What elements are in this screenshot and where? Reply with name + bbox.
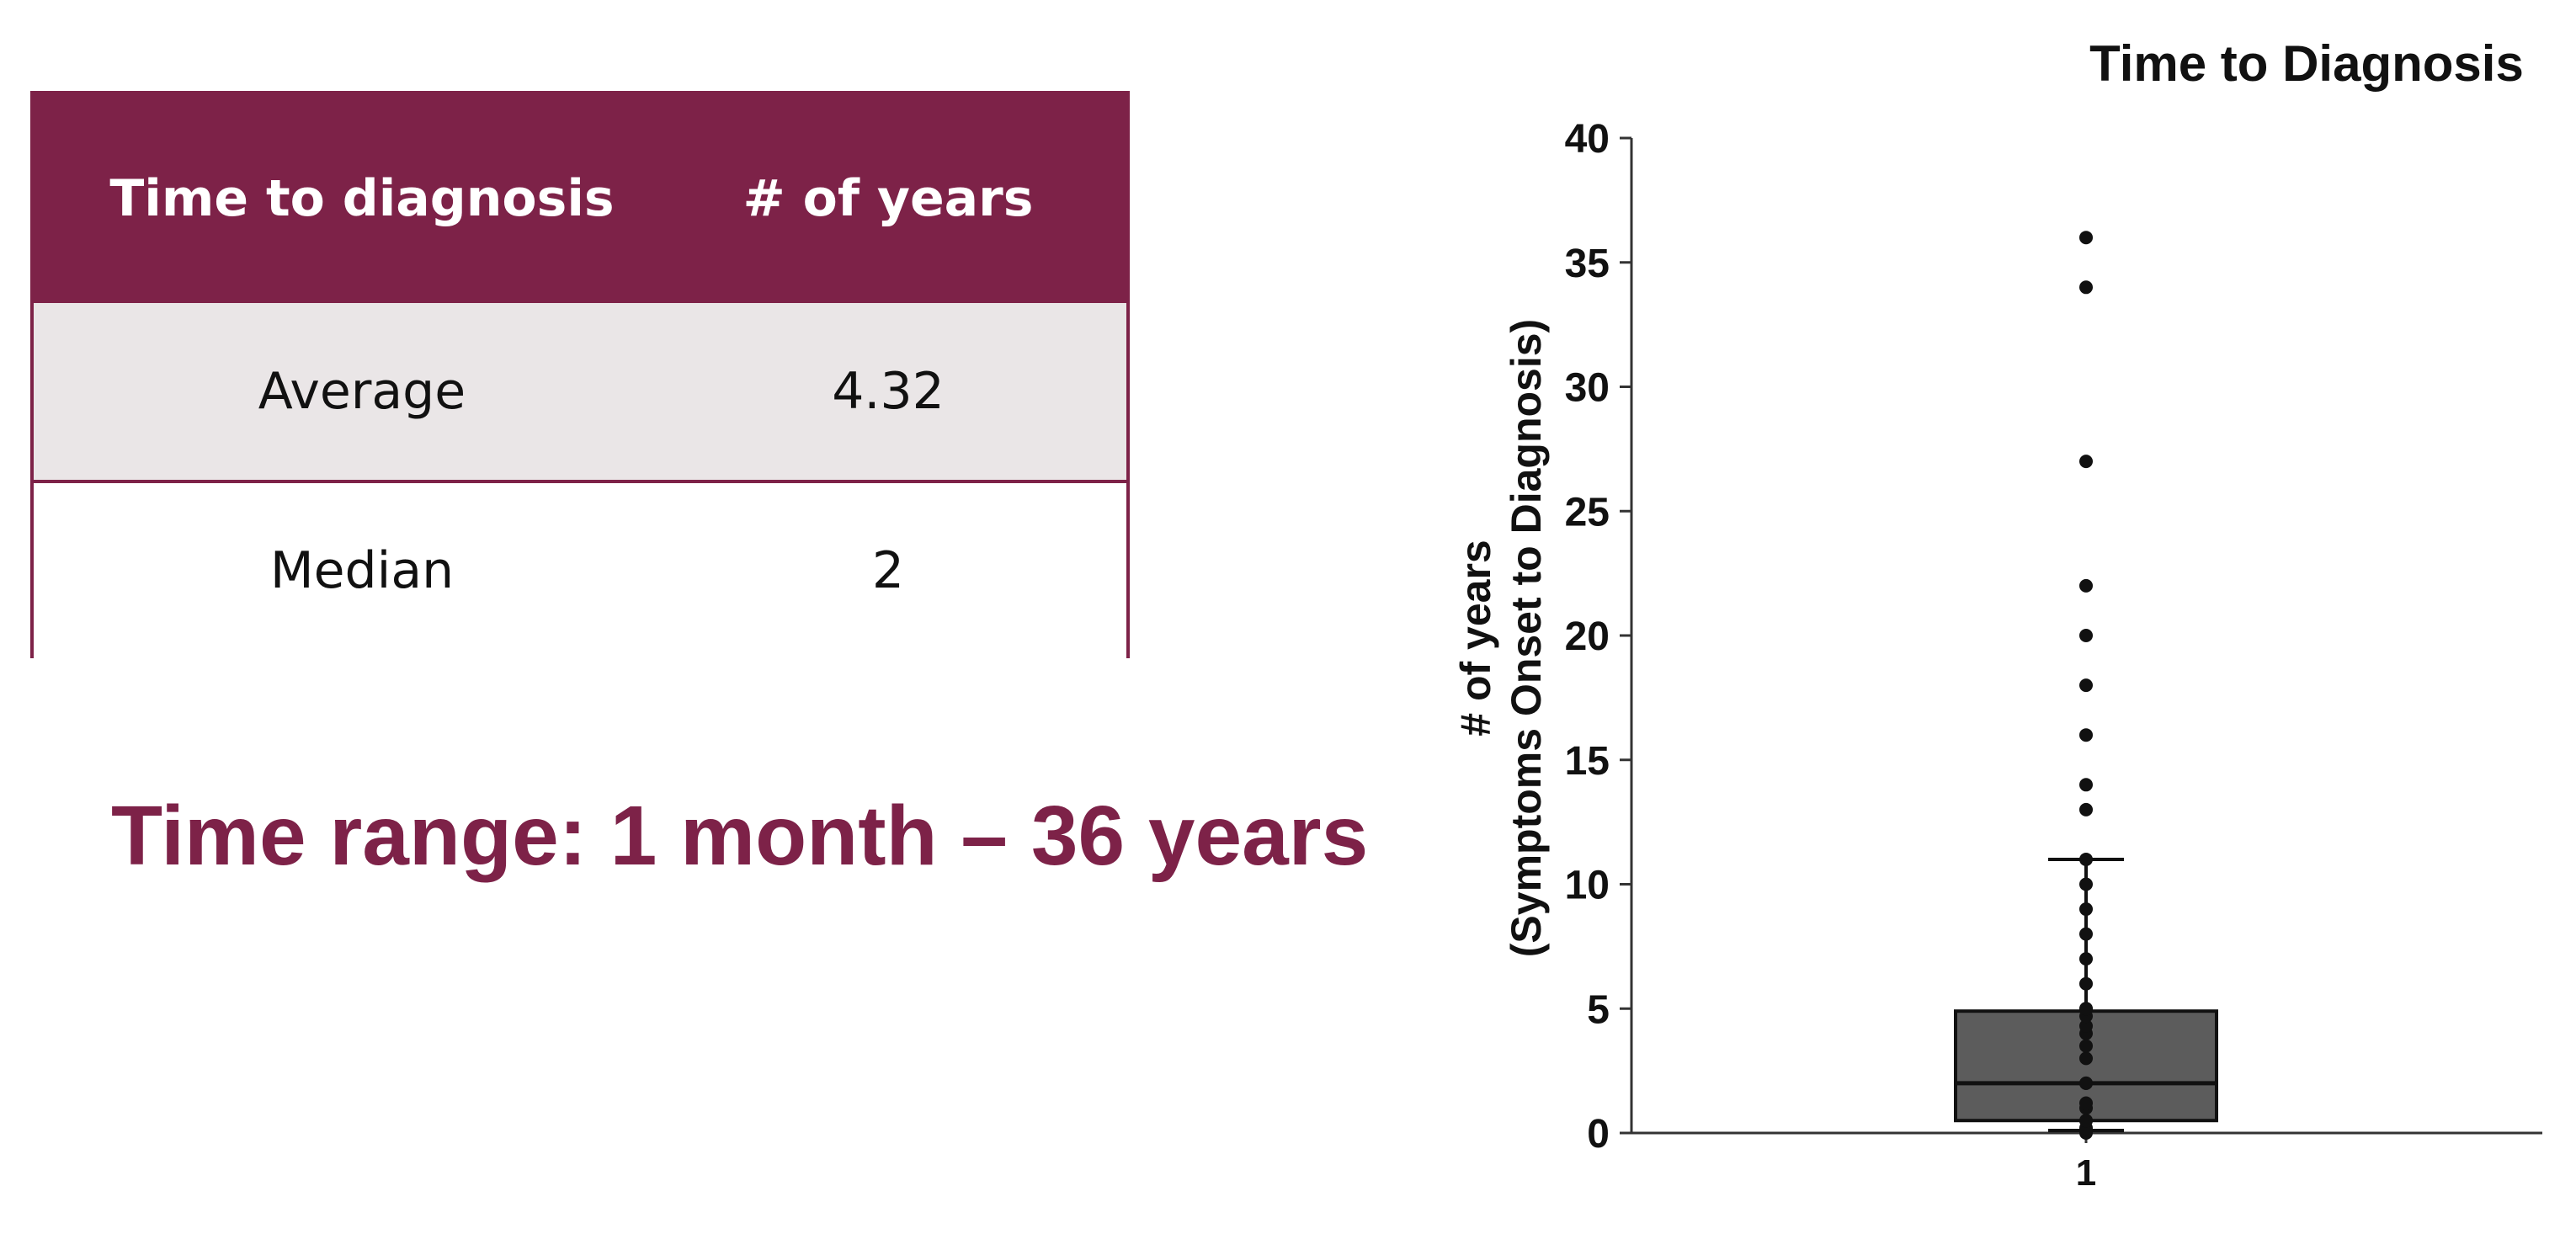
- data-point: [2079, 231, 2093, 245]
- chart-marks: [1954, 231, 2218, 1140]
- table-row: Average 4.32: [34, 303, 1126, 483]
- data-point: [2079, 629, 2093, 642]
- data-point: [2079, 1051, 2093, 1066]
- y-tick-label: 20: [1565, 614, 1610, 659]
- data-point: [2079, 1019, 2093, 1033]
- y-tick-label: 10: [1565, 864, 1610, 908]
- y-axis-label-line2: (Symptoms Onset to Diagnosis): [1503, 319, 1550, 957]
- time-range-text: Time range: 1 month – 36 years: [111, 789, 1369, 883]
- data-point: [2079, 952, 2093, 966]
- data-point: [2079, 1039, 2093, 1053]
- y-tick-label: 0: [1587, 1112, 1610, 1157]
- data-point: [2079, 852, 2093, 866]
- y-tick-label: 5: [1587, 987, 1610, 1032]
- data-point: [2079, 455, 2093, 469]
- y-axis-label-line1: # of years: [1452, 540, 1499, 736]
- row-label-median: Median: [269, 541, 455, 600]
- data-point: [2079, 902, 2093, 917]
- header-years: # of years: [742, 169, 1034, 228]
- data-point: [2079, 1076, 2093, 1090]
- row-label-average: Average: [258, 362, 466, 421]
- y-tick-label: 25: [1565, 490, 1610, 535]
- data-point: [2079, 976, 2093, 991]
- data-point: [2079, 1114, 2093, 1128]
- data-point: [2079, 877, 2093, 891]
- data-point: [2079, 778, 2093, 792]
- data-point: [2079, 802, 2093, 816]
- y-tick-label: 40: [1565, 117, 1610, 162]
- data-point: [2079, 578, 2093, 593]
- y-tick-label: 30: [1565, 366, 1610, 411]
- row-value-average: 4.32: [832, 362, 945, 421]
- header-time-to-diagnosis: Time to diagnosis: [109, 169, 615, 228]
- data-point: [2079, 728, 2093, 742]
- table-row: Median 2: [34, 483, 1126, 658]
- data-point: [2079, 678, 2093, 693]
- y-tick-label: 35: [1565, 242, 1610, 286]
- box-plot-chart: Time to Diagnosis # of years (Symptoms O…: [1452, 35, 2542, 1194]
- data-point: [2079, 927, 2093, 941]
- data-point: [2079, 280, 2093, 295]
- data-point: [2079, 1096, 2093, 1110]
- data-point: [2079, 1002, 2093, 1016]
- stats-table: Time to diagnosis # of years Average 4.3…: [30, 91, 1130, 658]
- chart-title: Time to Diagnosis: [2089, 35, 2524, 92]
- table-header-row: Time to diagnosis # of years: [34, 94, 1126, 303]
- x-tick-label: 1: [2076, 1152, 2096, 1194]
- y-tick-label: 15: [1565, 739, 1610, 784]
- chart-axes: 0 5 10 15 20 25 30 35 40 1: [1565, 117, 2542, 1194]
- row-value-median: 2: [871, 541, 905, 600]
